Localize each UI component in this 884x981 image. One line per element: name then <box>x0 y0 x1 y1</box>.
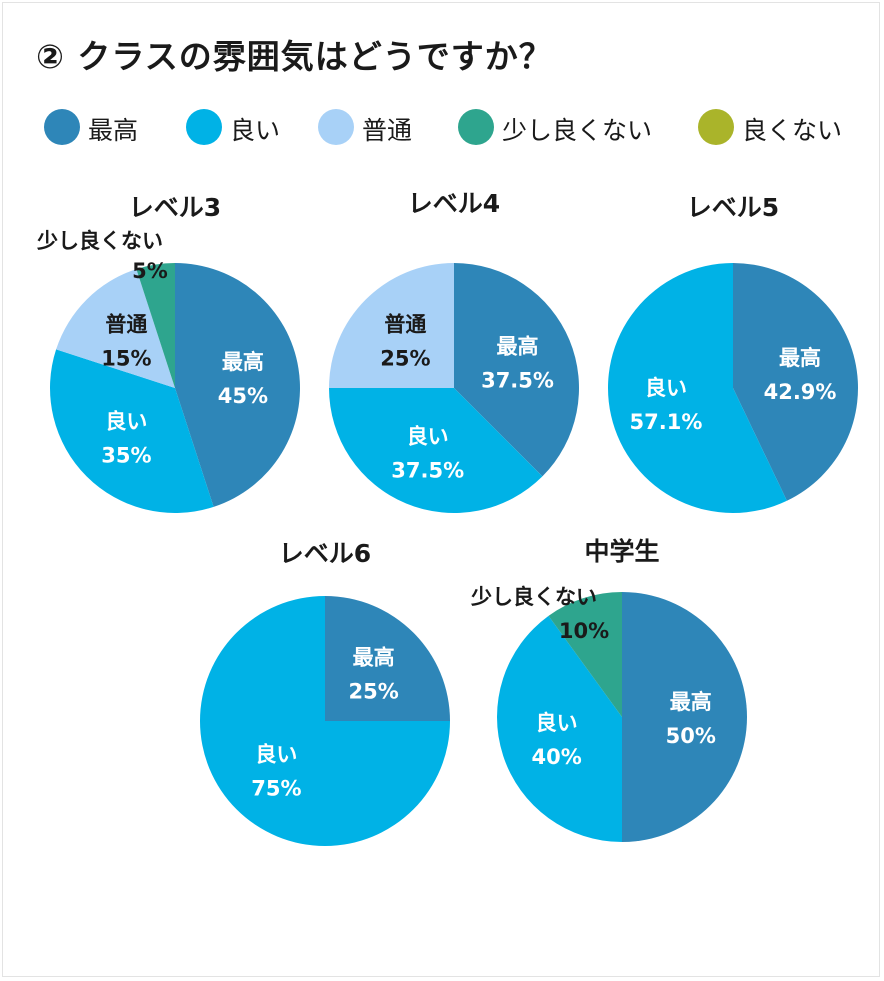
pie-slice <box>608 263 787 514</box>
slice-value-label: 40% <box>531 745 581 769</box>
slice-label: 少し良くない <box>470 585 597 609</box>
legend-label: 最高 <box>88 116 139 145</box>
pie-chart-3: レベル5 最高 42.9% 良い 57.1% <box>608 193 858 514</box>
legend-swatch <box>44 109 80 145</box>
slice-value-label: 25% <box>348 679 398 703</box>
pie-slice <box>56 269 175 388</box>
legend-swatch <box>186 109 222 145</box>
slice-label: 最高 <box>670 690 712 714</box>
slice-label: 良い <box>105 410 147 434</box>
pie-chart-2: レベル4 最高 37.5% 良い 37.5% 普通 25% <box>329 189 580 513</box>
legend-label: 良くない <box>742 116 843 145</box>
chart-title: レベル5 <box>687 193 779 222</box>
legend-swatch <box>458 109 494 145</box>
slice-label: 最高 <box>497 335 539 359</box>
chart-title: レベル4 <box>408 189 500 218</box>
slice-label: 普通 <box>384 312 426 336</box>
slice-value-label: 25% <box>380 346 430 370</box>
pie-slice <box>329 263 454 388</box>
legend: 最高 良い 普通 少し良くない 良くない <box>0 107 884 147</box>
pie-slice <box>548 592 622 717</box>
legend-label: 普通 <box>362 116 413 145</box>
slice-value-label: 37.5% <box>481 369 554 393</box>
slice-value-label: 10% <box>559 619 609 643</box>
slice-label: 最高 <box>779 346 821 370</box>
legend-label: 少し良くない <box>502 116 653 145</box>
pie-slice <box>454 263 580 477</box>
slice-value-label: 37.5% <box>391 459 464 483</box>
slice-label: 良い <box>645 376 687 400</box>
slice-label: 普通 <box>105 312 147 336</box>
pie-slice <box>733 263 858 501</box>
pie-chart-1: レベル3 最高 45% 良い 35% 普通 15% 少し良くない 5% <box>36 193 300 513</box>
pie-slice <box>497 615 622 842</box>
slice-label: 最高 <box>353 645 395 669</box>
slice-label: 良い <box>536 711 578 735</box>
chart-title: 中学生 <box>584 537 659 566</box>
pie-slice <box>200 596 450 846</box>
slice-label: 良い <box>407 425 449 449</box>
chart-title: レベル6 <box>279 539 371 568</box>
pie-chart-4: レベル6 最高 25% 良い 75% <box>200 539 450 846</box>
slice-value-label: 57.1% <box>630 410 703 434</box>
pie-slice <box>329 388 543 513</box>
chart-title: レベル3 <box>129 193 221 222</box>
slice-value-label: 15% <box>101 346 151 370</box>
slice-value-label: 5% <box>132 259 168 283</box>
slice-value-label: 45% <box>218 384 268 408</box>
slice-value-label: 35% <box>101 444 151 468</box>
pie-slice <box>49 349 214 513</box>
legend-swatch <box>318 109 354 145</box>
slice-label: 最高 <box>222 350 264 374</box>
legend-label: 良い <box>230 116 281 145</box>
legend-swatch <box>698 109 734 145</box>
slice-label: 良い <box>255 743 297 767</box>
slice-value-label: 42.9% <box>764 380 837 404</box>
page-title: ② クラスの雰囲気はどうですか？ <box>36 37 553 76</box>
pie-slice <box>325 596 450 721</box>
pie-slice <box>136 263 175 388</box>
slice-value-label: 50% <box>666 724 716 748</box>
pie-slice <box>175 263 300 507</box>
pie-slice <box>622 592 747 842</box>
slice-label: 少し良くない <box>36 229 163 253</box>
slice-value-label: 75% <box>251 777 301 801</box>
